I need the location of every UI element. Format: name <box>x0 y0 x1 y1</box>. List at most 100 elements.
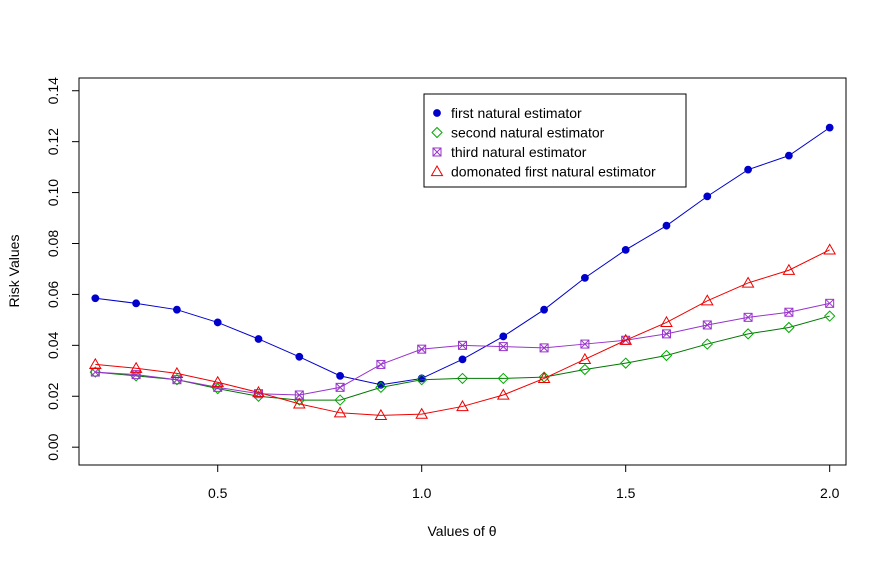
legend-label: third natural estimator <box>451 144 587 160</box>
x-tick-label: 1.5 <box>616 485 636 501</box>
data-point <box>701 338 713 350</box>
series-3 <box>90 298 835 400</box>
y-tick-label: 0.02 <box>45 382 61 409</box>
legend-marker <box>433 109 441 117</box>
data-point <box>660 315 673 328</box>
data-point <box>498 342 508 352</box>
data-point <box>334 394 346 406</box>
data-point <box>211 375 225 387</box>
data-point <box>537 371 551 384</box>
data-point <box>703 192 712 201</box>
data-point <box>825 298 835 308</box>
y-tick-label: 0.04 <box>45 331 61 358</box>
data-point <box>458 340 467 350</box>
legend-marker <box>431 126 443 139</box>
data-point <box>415 374 428 386</box>
data-point <box>292 397 306 409</box>
data-point <box>173 305 181 314</box>
data-point <box>784 307 794 317</box>
data-point <box>132 299 141 308</box>
data-point <box>375 381 387 394</box>
data-point <box>89 366 102 378</box>
data-point <box>580 339 590 349</box>
data-point <box>374 408 388 420</box>
data-point <box>456 399 469 412</box>
series-line <box>95 249 830 416</box>
legend-marker <box>432 147 442 157</box>
data-point <box>743 312 753 322</box>
data-point <box>784 151 793 160</box>
x-axis: 0.5 1.0 1.5 2.0 <box>208 465 840 501</box>
data-point <box>496 388 510 400</box>
y-axis: 0.00 0.02 0.04 0.06 0.08 0.10 0.12 0.14 <box>45 77 79 461</box>
data-point <box>336 371 345 380</box>
data-point <box>700 294 714 306</box>
data-point <box>578 352 592 364</box>
data-point <box>497 372 510 385</box>
data-point <box>458 355 467 364</box>
data-point <box>660 349 673 362</box>
legend: first natural estimator second natural es… <box>423 93 687 188</box>
data-point <box>417 344 427 354</box>
data-point <box>129 361 143 373</box>
data-point <box>335 382 345 392</box>
data-point <box>662 221 671 230</box>
legend-marker <box>430 164 444 177</box>
x-axis-title: Values of θ <box>427 523 496 539</box>
data-point <box>823 310 836 322</box>
data-point <box>213 382 223 392</box>
data-point <box>744 165 752 174</box>
data-point <box>661 329 671 339</box>
data-point <box>415 407 429 419</box>
data-point <box>213 318 222 327</box>
data-point <box>742 328 754 340</box>
data-point <box>252 385 265 398</box>
data-point <box>254 335 263 343</box>
data-point <box>88 357 102 370</box>
legend-label: domonated first natural estimator <box>451 164 656 180</box>
data-point <box>619 333 633 345</box>
data-point <box>782 263 796 275</box>
x-tick-label: 0.5 <box>208 485 228 501</box>
data-point <box>621 245 630 254</box>
data-point <box>580 273 589 282</box>
data-point <box>91 294 100 303</box>
data-point <box>171 374 183 386</box>
y-tick-label: 0.14 <box>45 77 61 104</box>
data-point <box>825 123 834 132</box>
legend-box <box>423 93 687 188</box>
data-point <box>619 357 632 369</box>
data-point <box>417 374 426 383</box>
data-point <box>377 380 385 389</box>
data-point <box>376 359 386 369</box>
data-point <box>170 366 184 378</box>
data-point <box>499 332 508 341</box>
y-tick-label: 0.12 <box>45 128 61 155</box>
y-tick-label: 0.00 <box>45 433 61 460</box>
series-layer <box>88 123 837 420</box>
data-point <box>783 321 795 334</box>
data-point <box>741 276 755 288</box>
y-tick-label: 0.08 <box>45 230 61 257</box>
data-point <box>579 363 591 376</box>
data-point <box>252 390 265 402</box>
legend-label: second natural estimator <box>451 125 605 141</box>
y-tick-label: 0.06 <box>45 281 61 308</box>
data-point <box>540 305 548 314</box>
x-tick-label: 2.0 <box>820 485 840 501</box>
y-axis-title: Risk Values <box>6 235 22 308</box>
data-point <box>702 320 712 330</box>
data-point <box>539 343 549 353</box>
legend-label: first natural estimator <box>451 105 582 121</box>
data-point <box>456 372 469 385</box>
data-point <box>333 406 347 418</box>
y-tick-label: 0.10 <box>45 179 61 206</box>
series-4 <box>88 243 837 420</box>
plot-frame <box>78 77 847 466</box>
data-point <box>823 243 837 255</box>
series-line <box>95 315 830 401</box>
x-tick-label: 1.0 <box>412 485 432 501</box>
data-point <box>295 352 304 361</box>
series-2 <box>89 310 836 406</box>
